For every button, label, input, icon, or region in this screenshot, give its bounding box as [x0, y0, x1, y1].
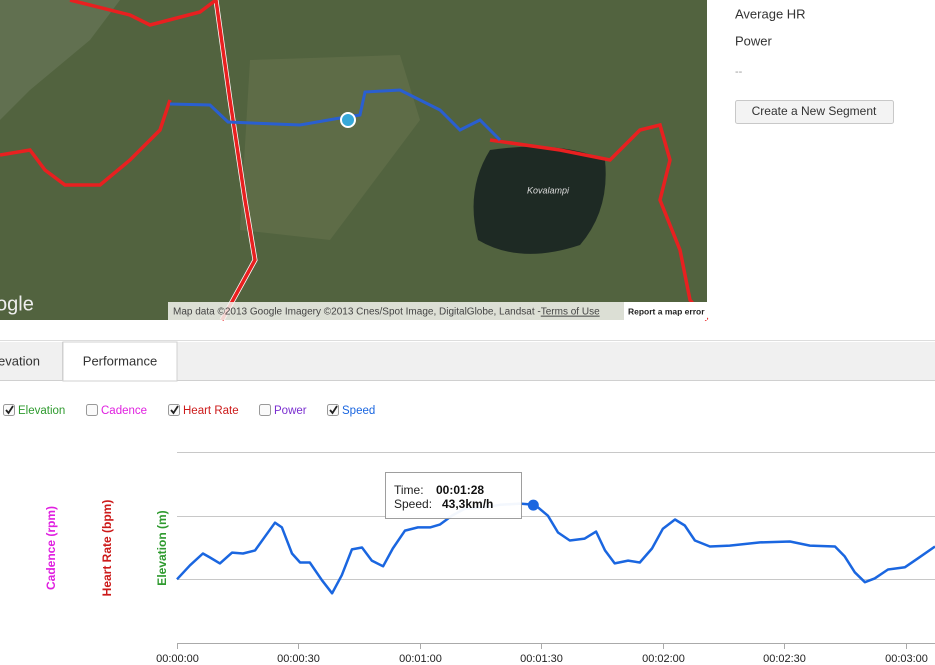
report-bg [624, 302, 707, 320]
create-segment-button[interactable] [735, 100, 894, 124]
tab[interactable]: Performance [83, 353, 157, 368]
map-attribution-bar [168, 302, 707, 320]
create-segment-label[interactable]: Create a New Segment [752, 104, 877, 118]
lake-label: Kovalampi [527, 185, 570, 195]
tooltip-value: 43,3km/h [442, 497, 493, 511]
x-tick-label: 00:02:30 [763, 653, 806, 665]
x-tick-label: 00:01:00 [399, 653, 442, 665]
report-link[interactable]: Report a map error [628, 306, 705, 316]
map-attribution: Map data ©2013 Google Imagery ©2013 Cnes… [173, 307, 541, 318]
toggle-label[interactable]: Elevation [18, 405, 65, 417]
y-axis-title: Cadence (rpm) [44, 506, 58, 590]
tooltip-key: Time: [394, 483, 424, 497]
map: Kovalampi ogle Map data ©2013 Google Ima… [0, 0, 709, 322]
map-route-blue [169, 88, 502, 142]
map-route-red [0, 0, 709, 322]
tooltip-value: 00:01:28 [436, 483, 484, 497]
checkmark [5, 405, 14, 415]
hover-point [527, 499, 539, 511]
x-tick-label: 00:02:00 [642, 653, 685, 665]
y-axis-title: Elevation (m) [155, 510, 169, 585]
map-lake [473, 146, 606, 254]
y-axis-title: Heart Rate (bpm) [100, 500, 114, 597]
tooltip-key: Speed: [394, 497, 432, 511]
map-clearing [0, 0, 120, 120]
x-tick-label: 00:00:30 [277, 653, 320, 665]
terms-link[interactable]: Terms of Use [541, 307, 600, 318]
map-logo: ogle [0, 293, 34, 315]
toggle-label[interactable]: Heart Rate [183, 405, 239, 417]
sidebar-item: Average HR [735, 6, 806, 21]
x-tick-label: 00:03:00 [885, 653, 928, 665]
toggle-label[interactable]: Cadence [101, 405, 147, 417]
checkmark [170, 405, 179, 415]
x-tick-label: 00:01:30 [520, 653, 563, 665]
toggle-checkbox[interactable] [259, 404, 271, 416]
map-fields [240, 55, 420, 240]
map-position-marker [340, 112, 356, 128]
sidebar-item: -- [735, 66, 743, 78]
toggle-checkbox[interactable] [86, 404, 98, 416]
tab-active[interactable] [62, 341, 178, 382]
toggle-label[interactable]: Speed [342, 405, 375, 417]
tooltip-box [385, 472, 522, 519]
toggle-label[interactable]: Power [274, 405, 307, 417]
checkmark [329, 405, 338, 415]
x-tick-label: 00:00:00 [156, 653, 199, 665]
sidebar-item: Power [735, 33, 773, 48]
tab[interactable]: evation [0, 353, 40, 368]
